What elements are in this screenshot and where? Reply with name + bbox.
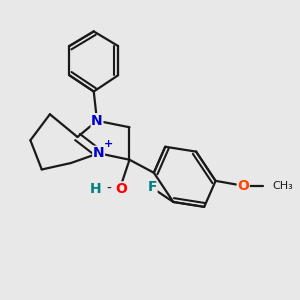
Text: O: O [116,182,127,196]
Text: H: H [90,182,101,196]
Text: -: - [106,182,111,196]
Text: N: N [93,146,104,160]
Text: +: + [104,139,113,148]
Text: N: N [91,114,103,128]
Text: CH₃: CH₃ [272,181,293,191]
Text: O: O [237,179,249,193]
Text: F: F [148,180,157,194]
